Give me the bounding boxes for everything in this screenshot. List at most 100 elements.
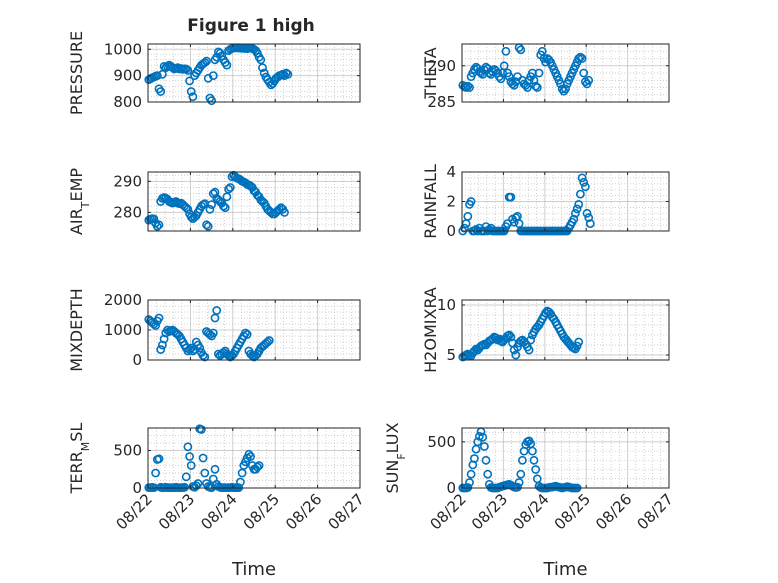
y-tick-label: 500 — [113, 442, 142, 460]
data-point — [154, 220, 164, 230]
y-tick-label: 285 — [427, 93, 456, 111]
data-point — [200, 468, 210, 478]
data-point — [281, 68, 291, 78]
data-point — [258, 63, 267, 73]
y-tick-label: 0 — [446, 222, 456, 240]
axes-box — [147, 43, 361, 103]
data-point — [469, 454, 479, 463]
subplot-3: 280 290 AIRTEMP — [67, 168, 361, 235]
data-point — [220, 203, 230, 213]
data-point — [264, 336, 274, 345]
data-point — [254, 461, 264, 470]
axes-box — [461, 427, 670, 489]
data-point — [181, 472, 191, 482]
data-point — [585, 219, 595, 228]
data-point — [581, 182, 590, 192]
data-point — [152, 221, 162, 231]
data-point — [465, 478, 474, 487]
y-tick-label: 290 — [427, 57, 456, 75]
axes-box — [147, 171, 361, 232]
data-point — [242, 330, 252, 339]
data-point — [224, 351, 233, 360]
y-axis-label: H2OMIXRA — [421, 287, 440, 373]
y-tick-label: 2 — [446, 193, 456, 211]
data-point — [514, 478, 524, 487]
y-axis-label: MIXDEPTH — [67, 288, 86, 371]
x-axis-label: Time — [542, 559, 587, 580]
data-point — [572, 204, 582, 214]
data-point — [506, 192, 516, 202]
data-point — [247, 351, 257, 360]
data-point — [280, 207, 289, 217]
data-point — [511, 350, 521, 360]
data-point — [196, 425, 206, 434]
data-point — [181, 64, 191, 74]
data-point — [183, 442, 193, 452]
data-point — [463, 211, 473, 221]
data-point — [571, 208, 580, 218]
data-point — [156, 345, 166, 354]
data-point — [579, 177, 589, 187]
data-point — [183, 66, 193, 75]
data-point — [479, 442, 489, 451]
data-point — [478, 432, 488, 442]
y-tick-label: 5 — [446, 346, 456, 364]
data-point — [202, 56, 211, 66]
data-point — [154, 454, 164, 464]
data-point — [582, 208, 592, 218]
data-point — [506, 332, 516, 342]
y-axis-label: THETA — [421, 47, 440, 99]
axes-box — [147, 427, 361, 489]
figure-title: Figure 1 high — [187, 16, 315, 36]
data-point — [504, 330, 514, 340]
data-point — [207, 96, 216, 106]
data-point — [504, 72, 514, 81]
data-point — [156, 87, 166, 96]
series-markers — [144, 43, 293, 106]
data-point — [198, 351, 208, 360]
data-point — [252, 48, 262, 58]
y-tick-label: 800 — [113, 93, 142, 111]
data-point — [577, 54, 587, 63]
data-point — [473, 437, 483, 447]
data-point — [463, 81, 473, 91]
data-point — [283, 69, 293, 79]
data-point — [524, 345, 534, 355]
data-point — [208, 328, 218, 338]
data-point — [465, 83, 474, 92]
data-point — [499, 61, 509, 71]
data-point — [483, 469, 493, 479]
data-point — [259, 68, 269, 78]
data-point — [188, 92, 198, 102]
y-tick-label: 1000 — [104, 40, 142, 58]
data-point — [193, 479, 203, 488]
y-tick-label: 2000 — [104, 291, 142, 309]
series-markers — [144, 306, 274, 362]
data-point — [151, 468, 160, 478]
data-point — [584, 75, 594, 85]
data-point — [574, 54, 584, 63]
data-point — [200, 352, 210, 362]
data-point — [222, 60, 232, 70]
data-point — [180, 482, 189, 492]
data-point — [207, 200, 216, 209]
data-point — [460, 223, 469, 233]
data-point — [244, 449, 254, 459]
data-point — [579, 68, 589, 78]
data-point — [529, 455, 539, 465]
y-tick-label: 0 — [446, 479, 456, 497]
data-point — [210, 464, 220, 474]
data-point — [224, 184, 233, 194]
data-point — [569, 214, 579, 224]
y-tick-label: 290 — [113, 172, 142, 190]
subplot-5: 0 1000 2000 MIXDEPTH — [67, 288, 361, 372]
data-point — [572, 341, 582, 351]
data-point — [256, 55, 266, 65]
data-point — [208, 71, 218, 80]
x-axis-label: Time — [231, 559, 276, 580]
data-point — [203, 221, 213, 231]
data-point — [529, 75, 539, 85]
data-point — [157, 340, 167, 350]
